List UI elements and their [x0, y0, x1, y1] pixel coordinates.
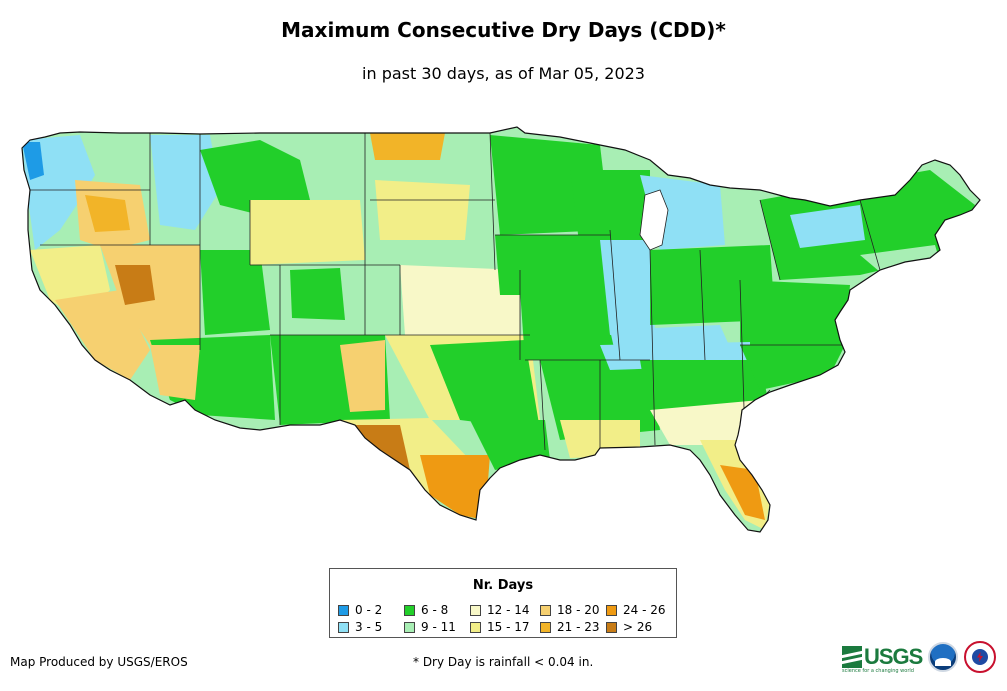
region-idaho-blue	[150, 135, 220, 230]
legend-swatch	[338, 604, 349, 616]
usgs-logo-text: USGS	[864, 644, 923, 669]
usgs-tagline: science for a changing world	[842, 668, 914, 674]
legend-swatch	[404, 621, 415, 633]
state-boundaries	[30, 132, 881, 451]
legend-item: > 26	[606, 620, 652, 634]
region-oregon-inner	[85, 195, 130, 232]
legend-item: 3 - 5	[338, 620, 382, 634]
legend-label: 9 - 11	[421, 620, 456, 634]
region-ga-south	[650, 400, 760, 445]
nws-logo-icon	[964, 641, 996, 673]
region-montana-green	[200, 140, 310, 215]
region-colorado-green	[290, 268, 345, 320]
region-iowa	[495, 235, 610, 295]
region-nd-top	[370, 133, 445, 160]
legend-label: 0 - 2	[355, 603, 383, 617]
region-wyoming	[250, 200, 365, 265]
region-nm-east	[340, 340, 385, 412]
legend-label: 18 - 20	[557, 603, 600, 617]
legend-item: 21 - 23	[540, 620, 600, 634]
region-az-west	[150, 345, 200, 400]
region-ny-blue	[790, 205, 865, 248]
region-missouri	[520, 290, 620, 360]
region-ca-central	[55, 290, 150, 380]
region-wisconsin	[570, 170, 650, 250]
region-kansas	[400, 265, 520, 335]
legend-swatch	[606, 621, 617, 633]
legend: Nr. Days 0 - 2 3 - 5 6 - 8 9 - 11 12 - 14 15 …	[329, 568, 677, 638]
usgs-wave-icon	[842, 646, 862, 668]
legend-swatch	[540, 621, 551, 633]
legend-item: 12 - 14	[470, 603, 530, 617]
region-utah-green	[200, 250, 270, 335]
region-florida-dry	[720, 465, 765, 520]
legend-item: 24 - 26	[606, 603, 666, 617]
map-title: Maximum Consecutive Dry Days (CDD)*	[281, 18, 726, 42]
legend-item: 18 - 20	[540, 603, 600, 617]
legend-label: 24 - 26	[623, 603, 666, 617]
legend-swatch	[540, 604, 551, 616]
legend-label: 3 - 5	[355, 620, 383, 634]
legend-label: 21 - 23	[557, 620, 600, 634]
legend-swatch	[338, 621, 349, 633]
legend-label: 12 - 14	[487, 603, 530, 617]
legend-label: > 26	[623, 620, 653, 634]
legend-item: 6 - 8	[404, 603, 448, 617]
cdd-fill-layer	[22, 127, 980, 532]
region-mid-atlantic	[740, 280, 850, 350]
region-nevada-core	[115, 265, 155, 305]
legend-item: 0 - 2	[338, 603, 382, 617]
usgs-logo: USGS	[842, 644, 923, 670]
region-carolinas	[740, 345, 845, 390]
region-tx-bigbend	[350, 425, 410, 470]
lake-michigan	[639, 189, 669, 251]
us-cdd-map	[21, 126, 981, 533]
dry-day-note: * Dry Day is rainfall < 0.04 in.	[413, 655, 594, 669]
legend-label: 15 - 17	[487, 620, 530, 634]
region-ok-green	[430, 340, 540, 430]
map-subtitle: in past 30 days, as of Mar 05, 2023	[362, 64, 645, 83]
legend-swatch	[470, 621, 481, 633]
region-pnw-coast	[22, 142, 44, 180]
legend-item: 9 - 11	[404, 620, 456, 634]
region-sd-yellow	[375, 180, 470, 240]
legend-label: 6 - 8	[421, 603, 449, 617]
legend-swatch	[470, 604, 481, 616]
legend-item: 15 - 17	[470, 620, 530, 634]
us-outline	[21, 126, 981, 533]
map-credit: Map Produced by USGS/EROS	[10, 655, 188, 669]
legend-swatch	[606, 604, 617, 616]
legend-swatch	[404, 604, 415, 616]
noaa-logo-icon	[928, 642, 958, 672]
legend-title: Nr. Days	[472, 578, 534, 593]
agency-logos: USGS science for a changing world	[842, 638, 1004, 682]
region-illinois-blue	[600, 240, 655, 335]
region-tx-south	[420, 455, 490, 520]
